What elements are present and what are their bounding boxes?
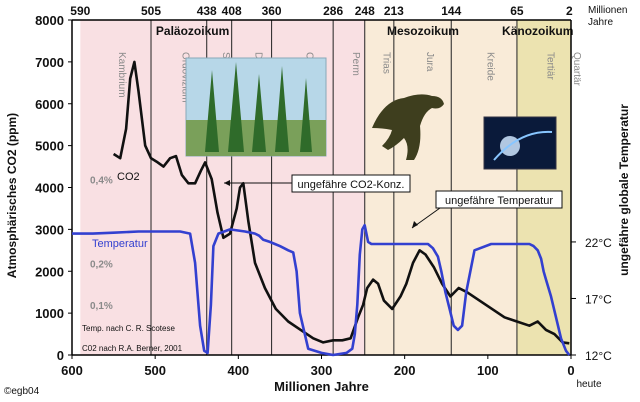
era-band-2 bbox=[516, 20, 571, 355]
y-tick-label-5: 5000 bbox=[35, 139, 64, 154]
y-axis-title-left: Atmosphärisches CO2 (ppm) bbox=[5, 113, 19, 278]
forest-illustration bbox=[185, 57, 327, 157]
x-axis-title: Millionen Jahre bbox=[274, 379, 369, 394]
temp-series-label: Temperatur bbox=[92, 238, 148, 250]
series-line-1 bbox=[72, 223, 571, 357]
x-tick-label-2: 400 bbox=[227, 363, 249, 378]
top-tick-label-3: 408 bbox=[222, 4, 242, 18]
top-axis-title-1: Millionen bbox=[588, 5, 627, 16]
period-label-0: Kambrium bbox=[116, 52, 127, 98]
x-tick-label-5: 100 bbox=[477, 363, 499, 378]
pct-label-0: 0,4% bbox=[90, 176, 113, 187]
annotations: CO2 Temperatur ungefähre CO2-Konz. ungefähr… bbox=[4, 171, 563, 397]
x-tick-label-1: 500 bbox=[144, 363, 166, 378]
temp-callout-arrowhead bbox=[412, 221, 418, 228]
co2-series-label: CO2 bbox=[117, 171, 140, 183]
temp-callout-text: ungefähre Temperatur bbox=[445, 195, 553, 207]
top-tick-label-4: 360 bbox=[262, 4, 282, 18]
top-tick-label-1: 505 bbox=[141, 4, 161, 18]
top-tick-label-10: 2 bbox=[566, 4, 573, 18]
pct-label-1: 0,2% bbox=[90, 259, 113, 270]
y-tick-label-7: 7000 bbox=[35, 55, 64, 70]
era-label-2: Känozoikum bbox=[502, 24, 573, 38]
co2-callout-text: ungefähre CO2-Konz. bbox=[297, 179, 404, 191]
era-label-1: Mesozoikum bbox=[387, 24, 459, 38]
x-end-label: heute bbox=[576, 379, 601, 390]
top-axis-title-2: Jahre bbox=[588, 17, 613, 28]
y-tick-label-2: 2000 bbox=[35, 264, 64, 279]
top-tick-label-8: 144 bbox=[441, 4, 461, 18]
co2-callout-arrowhead bbox=[224, 180, 230, 186]
y-tick-label-8: 8000 bbox=[35, 13, 64, 28]
top-tick-label-5: 286 bbox=[323, 4, 343, 18]
period-label-5: Perm bbox=[350, 52, 361, 76]
credit-line-1: Temp. nach C. R. Scotese bbox=[82, 324, 175, 333]
top-tick-label-0: 590 bbox=[70, 4, 90, 18]
pct-label-2: 0,1% bbox=[90, 301, 113, 312]
credit-line-2: C02 nach R.A. Berner, 2001 bbox=[82, 344, 183, 353]
dinosaur-illustration bbox=[372, 94, 444, 160]
period-label-8: Kreide bbox=[485, 52, 496, 81]
era-label-0: Paläozoikum bbox=[156, 24, 229, 38]
copyright: ©egb04 bbox=[4, 386, 40, 397]
space-illustration bbox=[483, 116, 557, 170]
pre-era-band bbox=[72, 20, 81, 355]
x-tick-label-0: 600 bbox=[61, 363, 83, 378]
right-tick-label-2: 12°C bbox=[585, 349, 612, 363]
period-label-1: Ordovizium bbox=[179, 52, 190, 103]
right-tick-label-1: 17°C bbox=[585, 292, 612, 306]
period-label-10: Quartär bbox=[571, 52, 582, 87]
period-label-7: Jura bbox=[424, 52, 435, 72]
y-tick-label-3: 3000 bbox=[35, 222, 64, 237]
top-tick-label-6: 248 bbox=[355, 4, 375, 18]
temp-callout-box bbox=[435, 190, 563, 209]
x-tick-label-3: 300 bbox=[311, 363, 333, 378]
x-tick-label-6: 0 bbox=[567, 363, 574, 378]
period-label-6: Trias bbox=[381, 52, 392, 74]
top-tick-label-2: 438 bbox=[197, 4, 217, 18]
y-axis-title-right: ungefähre globale Temperatur bbox=[617, 104, 631, 276]
top-tick-label-7: 213 bbox=[384, 4, 404, 18]
y-tick-label-6: 6000 bbox=[35, 97, 64, 112]
y-tick-label-1: 1000 bbox=[35, 306, 64, 321]
series bbox=[72, 60, 571, 357]
y-tick-label-0: 0 bbox=[57, 348, 64, 363]
top-tick-label-9: 65 bbox=[510, 4, 524, 18]
period-label-9: Tertiär bbox=[545, 52, 556, 80]
right-tick-label-0: 22°C bbox=[585, 236, 612, 250]
x-tick-label-4: 200 bbox=[394, 363, 416, 378]
y-tick-label-4: 4000 bbox=[35, 181, 64, 196]
